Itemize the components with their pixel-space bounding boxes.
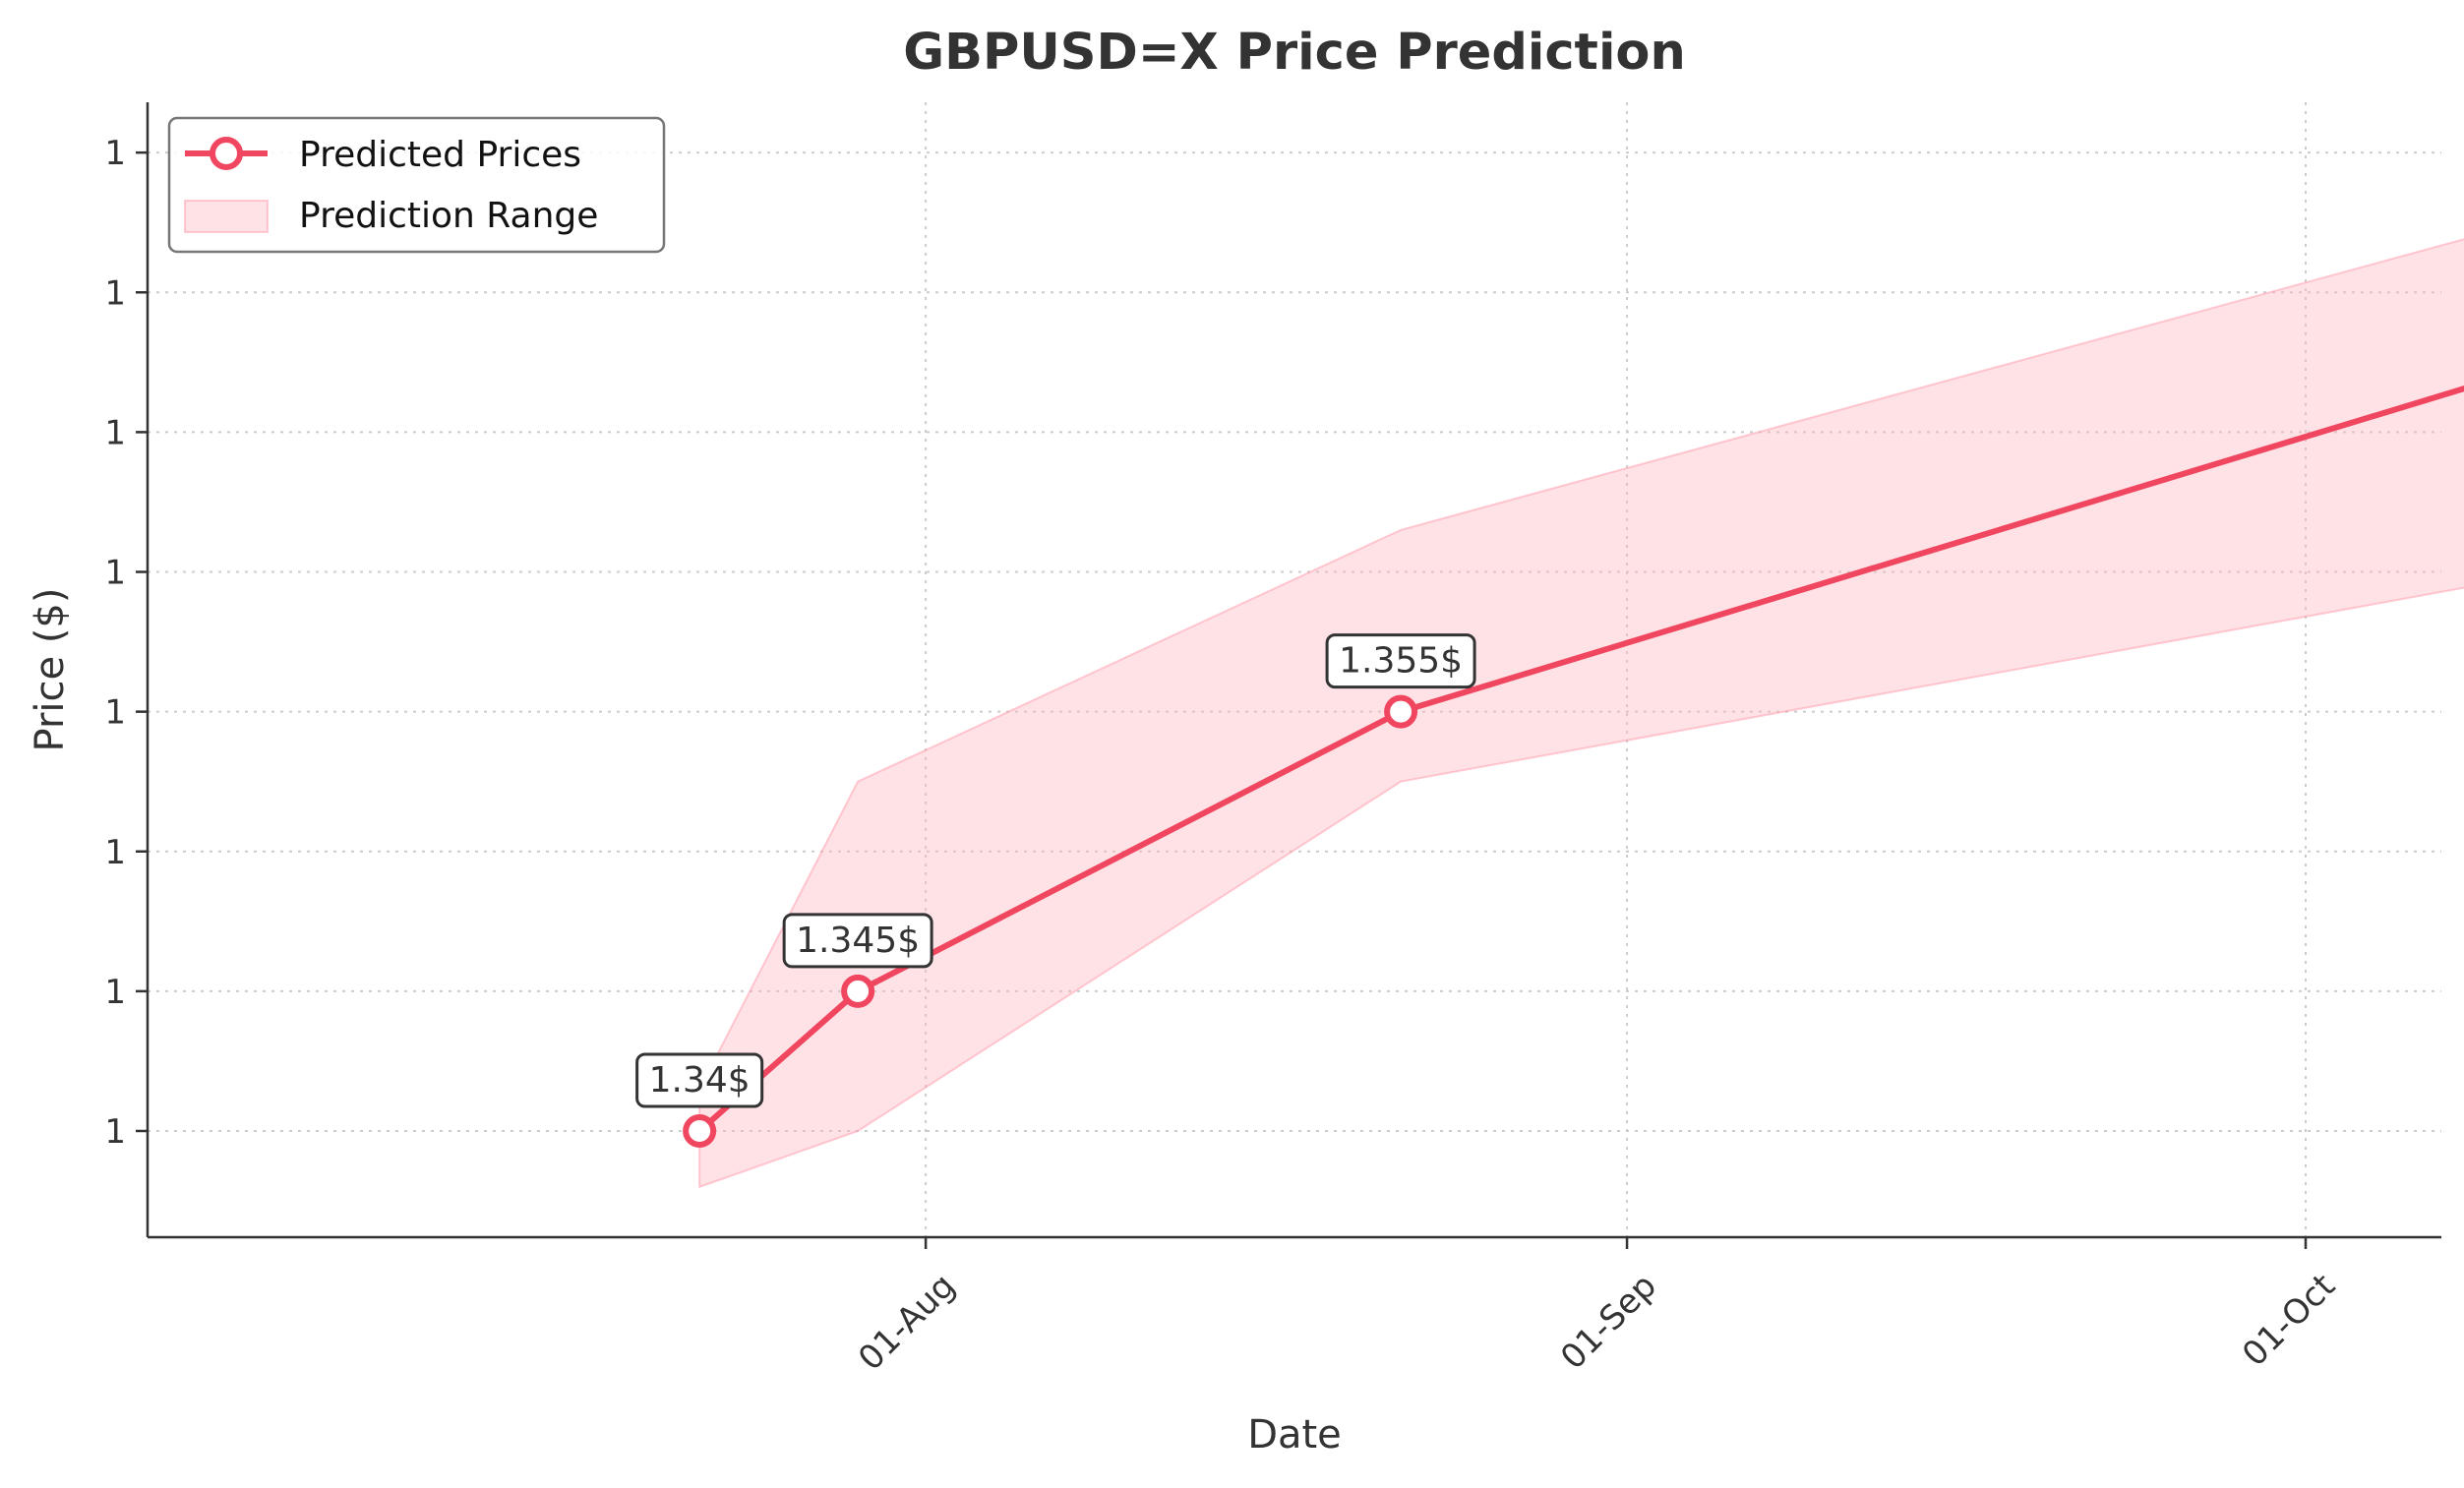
x-tick-label: 01-Aug xyxy=(851,1267,963,1379)
price-point xyxy=(683,1113,717,1148)
price-annotation-text: 1.345$ xyxy=(796,921,920,961)
y-tick-label: 1 xyxy=(104,833,126,872)
price-annotation-box xyxy=(782,913,933,969)
y-axis-label: Price ($) xyxy=(28,588,73,752)
chart-title: GBPUSD=X Price Prediction xyxy=(903,24,1686,82)
legend-marker-swatch xyxy=(210,137,243,170)
y-tick-label: 1 xyxy=(104,273,126,313)
predicted-prices-line xyxy=(697,385,2464,1134)
x-axis-label: Date xyxy=(1247,1412,1342,1458)
price-annotation: 1.345$ xyxy=(782,913,933,969)
y-tick-label: 1 xyxy=(104,1112,126,1152)
legend-frame xyxy=(167,116,666,254)
y-tick-label: 1 xyxy=(104,413,126,452)
x-tick-label: 01-Sep xyxy=(1553,1267,1664,1378)
price-point xyxy=(841,974,875,1008)
legend-range-swatch xyxy=(184,200,269,233)
price-annotations: 1.34$1.345$1.355$1.37$ xyxy=(635,633,1476,1108)
price-annotation-text: 1.34$ xyxy=(649,1060,751,1101)
legend-label-range: Prediction Range xyxy=(299,196,598,236)
price-annotation-box xyxy=(635,1052,764,1108)
price-annotation: 1.355$ xyxy=(1325,633,1476,689)
legend: Predicted Prices Prediction Range xyxy=(167,116,666,254)
y-tick-label: 1 xyxy=(104,693,126,733)
y-axis-ticks: 1 1 1 1 1 1 1 1 xyxy=(104,134,148,1152)
y-tick-label: 1 xyxy=(104,973,126,1012)
price-annotation-box xyxy=(1325,633,1476,689)
x-tick-label: 01-Oct xyxy=(2235,1267,2343,1375)
price-point xyxy=(1384,694,1418,729)
predicted-price-points xyxy=(683,694,1418,1148)
prediction-range-band xyxy=(698,238,2464,1189)
price-annotation: 1.34$ xyxy=(635,1052,764,1108)
legend-label-predicted: Predicted Prices xyxy=(299,135,581,175)
price-annotation-text: 1.355$ xyxy=(1339,641,1463,682)
y-tick-label: 1 xyxy=(104,134,126,173)
y-tick-label: 1 xyxy=(104,554,126,593)
x-axis-ticks: 01-Aug 01-Sep 01-Oct xyxy=(851,1237,2343,1379)
